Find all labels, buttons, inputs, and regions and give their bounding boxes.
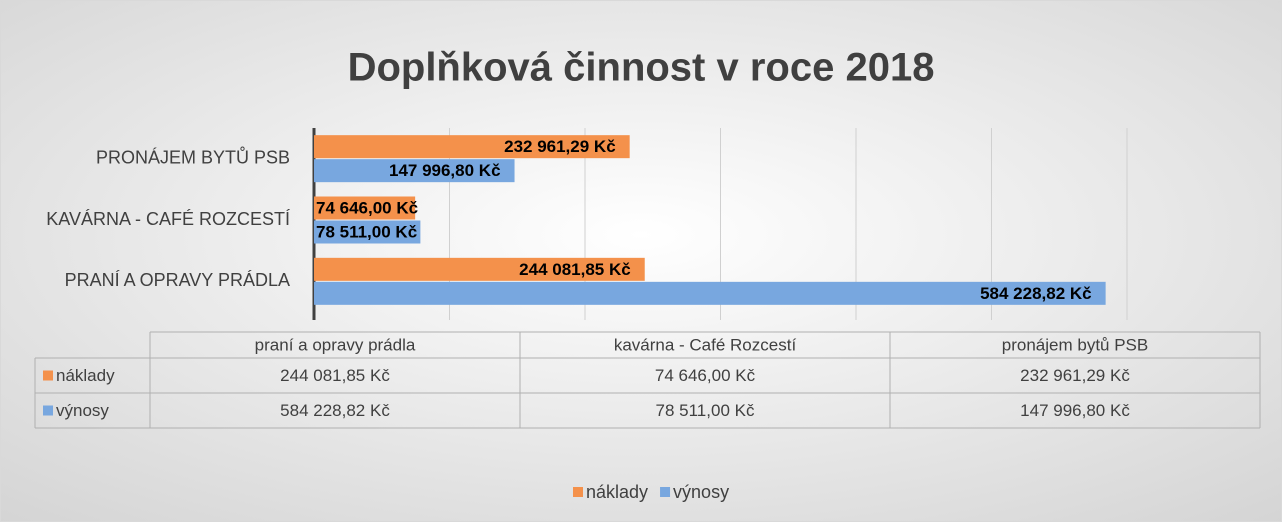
- legend-key: [43, 370, 53, 381]
- table-header: praní a opravy prádla: [255, 335, 416, 354]
- table-cell: 584 228,82 Kč: [280, 401, 390, 420]
- table-cell: 244 081,85 Kč: [280, 366, 390, 385]
- bar: [314, 281, 1106, 305]
- table-cell: 232 961,29 Kč: [1020, 366, 1130, 385]
- legend-key: [660, 487, 671, 497]
- chart-title: Doplňková činnost v roce 2018: [348, 46, 935, 90]
- y-tick-label: KAVÁRNA - CAFÉ ROZCESTÍ: [46, 209, 290, 229]
- table-header: pronájem bytů PSB: [1002, 335, 1148, 354]
- table-row-label: výnosy: [56, 401, 109, 420]
- table-cell: 147 996,80 Kč: [1020, 401, 1130, 420]
- table-header: kavárna - Café Rozcestí: [614, 335, 797, 354]
- legend-label: náklady: [586, 482, 648, 502]
- table-row-label: náklady: [56, 366, 115, 385]
- data-label: 584 228,82 Kč: [980, 284, 1092, 303]
- table-cell: 78 511,00 Kč: [656, 401, 755, 420]
- legend-label: výnosy: [673, 482, 729, 502]
- bar: [314, 257, 645, 281]
- y-tick-label: PRONÁJEM BYTŮ PSB: [96, 146, 290, 167]
- bar: [314, 159, 515, 183]
- data-label: 244 081,85 Kč: [519, 260, 631, 279]
- y-tick-label: PRANÍ A OPRAVY PRÁDLA: [65, 270, 290, 290]
- data-label: 232 961,29 Kč: [504, 137, 616, 156]
- legend-key: [43, 405, 53, 416]
- data-label: 147 996,80 Kč: [389, 161, 501, 180]
- data-label: 74 646,00 Kč: [316, 198, 418, 217]
- bar: [314, 135, 630, 159]
- legend-key: [573, 487, 583, 497]
- table-cell: 74 646,00 Kč: [655, 366, 756, 385]
- bar: [314, 220, 421, 244]
- bar: [314, 196, 416, 220]
- data-label: 78 511,00 Kč: [316, 222, 417, 241]
